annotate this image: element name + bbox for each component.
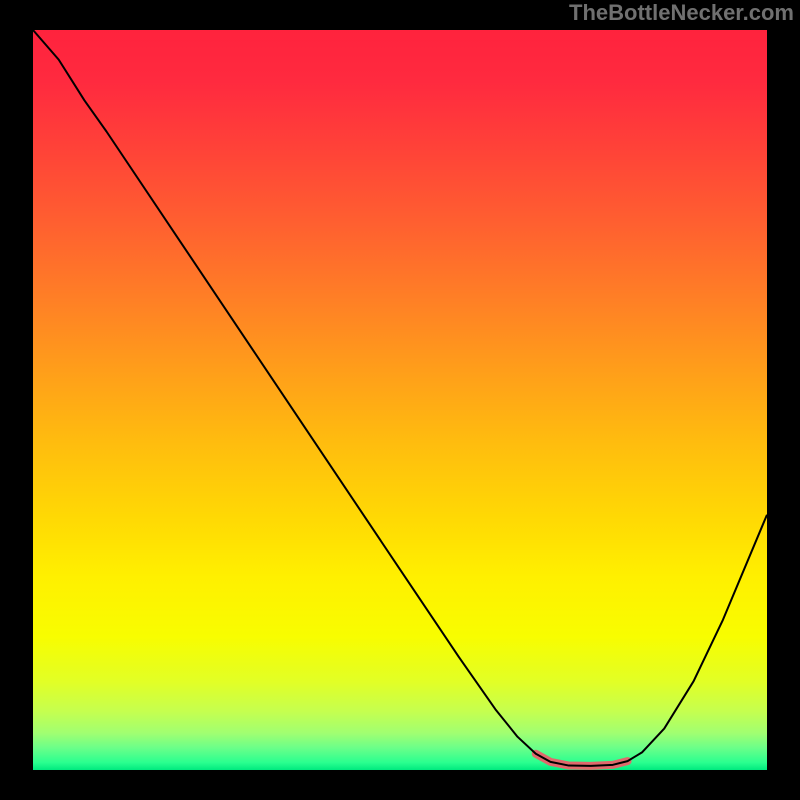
gradient-background [33,30,767,770]
bottleneck-chart [0,0,800,800]
chart-frame: TheBottleNecker.com [0,0,800,800]
